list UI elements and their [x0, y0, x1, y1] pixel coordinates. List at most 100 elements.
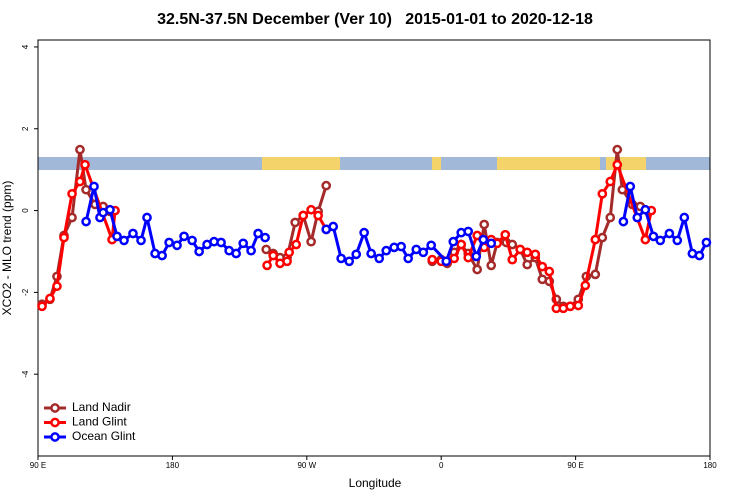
data-point [67, 188, 77, 199]
data-point [344, 256, 355, 267]
data-point [172, 240, 182, 251]
legend-label: Ocean Glint [72, 429, 136, 443]
legend-item: Ocean Glint [44, 429, 136, 443]
data-point [282, 256, 292, 267]
plot-frame [37, 39, 711, 457]
legend-label: Land Glint [72, 415, 127, 429]
land-strip [497, 157, 600, 170]
data-point [612, 159, 623, 170]
data-point [381, 245, 392, 256]
legend-marker [50, 403, 60, 413]
data-point [618, 216, 629, 227]
data-point [336, 253, 346, 264]
data-point [590, 269, 601, 280]
data-point [605, 212, 616, 223]
data-point [426, 240, 437, 251]
data-point [81, 184, 91, 195]
data-point [640, 234, 651, 245]
data-point [625, 181, 636, 192]
data-point [537, 261, 548, 272]
data-point [284, 247, 295, 258]
data-point [396, 241, 407, 252]
data-point [479, 219, 490, 230]
data-point [486, 238, 497, 249]
data-point [366, 248, 377, 259]
data-point [164, 237, 174, 248]
data-point [573, 300, 584, 311]
data-point [612, 144, 623, 155]
data-point [80, 159, 90, 170]
data-point [260, 232, 270, 243]
data-point [655, 235, 666, 246]
data-point [238, 238, 249, 249]
data-point [679, 212, 690, 223]
data-point [597, 188, 608, 199]
land-strip [432, 157, 441, 170]
y-tick-label: 4 [21, 44, 30, 49]
x-tick-label: 90 E [30, 461, 46, 470]
data-point [298, 210, 309, 221]
data-point [261, 244, 272, 255]
data-point [89, 181, 99, 192]
data-point [119, 235, 129, 246]
data-point [142, 212, 152, 223]
data-point [136, 235, 146, 246]
legend-marker [50, 432, 60, 442]
data-point [500, 229, 511, 240]
data-point [507, 254, 518, 265]
data-point [640, 204, 651, 215]
data-point [449, 253, 460, 264]
y-tick-label: 0 [21, 208, 30, 213]
data-point [179, 231, 189, 242]
data-point [648, 231, 659, 242]
series-line [41, 148, 650, 308]
data-point [328, 221, 339, 232]
data-point [441, 256, 452, 267]
data-point [530, 249, 541, 260]
data-point [427, 254, 438, 265]
data-point [351, 249, 362, 260]
data-point [472, 264, 483, 275]
data-point [605, 176, 616, 187]
data-point [253, 228, 263, 239]
data-point [321, 180, 332, 191]
data-point [471, 251, 482, 262]
x-tick-label: 90 W [297, 461, 316, 470]
data-point [701, 237, 712, 248]
data-point [37, 301, 47, 312]
data-point [374, 253, 385, 264]
data-point [359, 227, 369, 238]
data-point [694, 250, 705, 261]
legend-item: Land Nadir [44, 400, 131, 414]
data-point [75, 144, 85, 155]
data-point [105, 204, 115, 215]
data-point [522, 259, 533, 270]
data-point [231, 248, 242, 259]
data-point [45, 293, 55, 304]
data-point [580, 280, 591, 291]
data-point [664, 228, 675, 239]
x-tick-label: 180 [166, 461, 180, 470]
data-point [632, 212, 643, 223]
data-point [291, 239, 302, 250]
data-point [456, 239, 467, 250]
data-point [544, 266, 555, 277]
data-point [246, 245, 256, 256]
legend-marker [50, 417, 60, 428]
x-axis-label: Longitude [349, 476, 402, 490]
data-point [313, 210, 323, 221]
data-point [306, 236, 316, 247]
data-point [418, 247, 429, 258]
series [37, 144, 654, 312]
data-point [187, 235, 197, 246]
legend-item: Land Glint [44, 415, 127, 429]
data-point [262, 260, 272, 271]
data-point [672, 235, 683, 246]
chart-title: 32.5N-37.5N December (Ver 10) 2015-01-01… [157, 11, 593, 28]
data-point [268, 250, 279, 261]
land-strip [262, 157, 340, 170]
data-point [565, 301, 576, 312]
data-point [52, 281, 62, 292]
y-axis-label: XCO2 - MLO trend (ppm) [0, 181, 14, 316]
